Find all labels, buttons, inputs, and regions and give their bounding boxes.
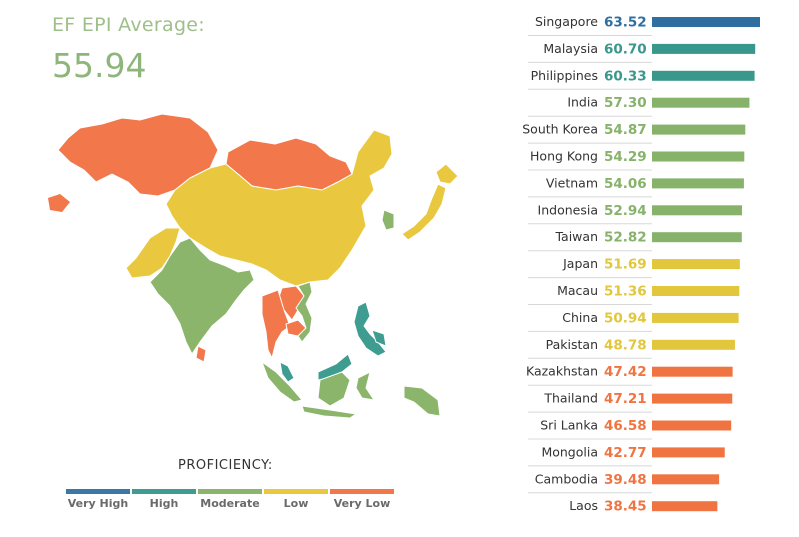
value-label-mongolia: 42.77 (604, 445, 647, 461)
legend-swatch-very-low (330, 489, 394, 494)
value-label-japan: 51.69 (604, 257, 647, 273)
bar-india (652, 97, 750, 108)
bar-pakistan (652, 339, 735, 350)
value-label-vietnam: 54.06 (604, 176, 647, 192)
map-region-indonesia-borneo (317, 371, 351, 407)
country-label-japan: Japan (562, 256, 598, 271)
bar-hong-kong (652, 151, 745, 162)
value-label-indonesia: 52.94 (604, 203, 647, 219)
value-label-singapore: 63.52 (604, 15, 647, 31)
map-region-china[interactable] (165, 129, 393, 287)
bar-laos (652, 501, 718, 512)
country-label-macau: Macau (557, 283, 598, 298)
bar-singapore (652, 17, 760, 27)
bar-taiwan (652, 232, 742, 243)
value-label-india: 57.30 (604, 95, 647, 111)
legend-swatch-very-high (66, 489, 130, 494)
value-label-philippines: 60.33 (604, 68, 647, 84)
average-value: 55.94 (52, 46, 147, 85)
asia-proficiency-map (48, 113, 459, 419)
map-region-indonesia-papua (403, 385, 441, 417)
value-label-cambodia: 39.48 (604, 472, 647, 488)
map-region-indonesia-sulawesi (355, 371, 376, 401)
country-label-vietnam: Vietnam (546, 175, 598, 190)
map-region-indonesia-java (301, 405, 358, 419)
country-label-thailand: Thailand (543, 391, 598, 406)
country-label-china: China (562, 310, 598, 325)
country-label-hong-kong: Hong Kong (530, 149, 598, 164)
legend-label-moderate: Moderate (200, 497, 260, 510)
map-region-thailand[interactable] (261, 289, 291, 360)
average-label: EF EPI Average: (52, 14, 206, 36)
country-label-singapore: Singapore (535, 14, 598, 29)
value-label-sri-lanka: 46.58 (604, 418, 647, 434)
map-region-india[interactable] (149, 237, 255, 355)
country-label-cambodia: Cambodia (535, 471, 598, 486)
value-label-china: 50.94 (604, 310, 647, 326)
map-region-malaysia[interactable] (279, 361, 295, 383)
proficiency-legend: Very High High Moderate Low Very Low (66, 489, 396, 519)
country-label-malaysia: Malaysia (543, 41, 598, 56)
bar-indonesia (652, 205, 743, 216)
map-region-japan[interactable] (401, 183, 447, 241)
value-label-malaysia: 60.70 (604, 41, 647, 57)
country-label-taiwan: Taiwan (554, 229, 598, 244)
legend-label-low: Low (283, 497, 309, 510)
legend-label-high: High (149, 497, 179, 510)
country-label-philippines: Philippines (531, 68, 598, 83)
country-label-laos: Laos (569, 498, 598, 513)
map-region-sri-lanka[interactable] (195, 345, 207, 363)
map-region-indonesia[interactable] (260, 360, 303, 403)
map-region-south-korea[interactable] (381, 209, 395, 231)
value-label-hong-kong: 54.29 (604, 149, 647, 165)
value-label-south-korea: 54.87 (604, 122, 647, 138)
country-label-india: India (567, 95, 598, 110)
bar-kazakhstan (652, 366, 733, 377)
bar-cambodia (652, 474, 720, 485)
value-label-laos: 38.45 (604, 499, 647, 515)
bar-mongolia (652, 447, 725, 458)
country-label-indonesia: Indonesia (538, 202, 598, 217)
country-label-mongolia: Mongolia (541, 444, 598, 459)
bar-macau (652, 286, 740, 296)
value-label-taiwan: 52.82 (604, 230, 647, 246)
map-region-philippines-south (371, 329, 387, 347)
value-label-kazakhstan: 47.42 (604, 364, 647, 380)
value-label-macau: 51.36 (604, 284, 647, 300)
legend-label-very-high: Very High (67, 497, 129, 510)
map-region-kazakhstan-west (48, 194, 70, 212)
country-label-south-korea: South Korea (522, 122, 598, 137)
value-label-pakistan: 48.78 (604, 337, 647, 353)
bar-philippines (652, 70, 755, 81)
bar-china (652, 312, 739, 323)
bar-sri-lanka (652, 420, 732, 431)
legend-swatch-high (132, 489, 196, 494)
country-label-kazakhstan: Kazakhstan (526, 364, 598, 379)
map-region-vietnam[interactable] (295, 281, 313, 343)
legend-swatch-moderate (198, 489, 262, 494)
map-region-japan-north (435, 163, 459, 185)
bar-vietnam (652, 178, 744, 189)
country-label-sri-lanka: Sri Lanka (540, 418, 598, 433)
proficiency-legend-title: PROFICIENCY: (178, 458, 273, 473)
bar-japan (652, 259, 740, 270)
bar-thailand (652, 393, 733, 404)
value-label-thailand: 47.21 (604, 391, 647, 407)
bar-malaysia (652, 43, 756, 54)
country-label-pakistan: Pakistan (546, 337, 598, 352)
bar-south-korea (652, 124, 746, 135)
legend-label-very-low: Very Low (333, 497, 391, 510)
legend-swatch-low (264, 489, 328, 494)
